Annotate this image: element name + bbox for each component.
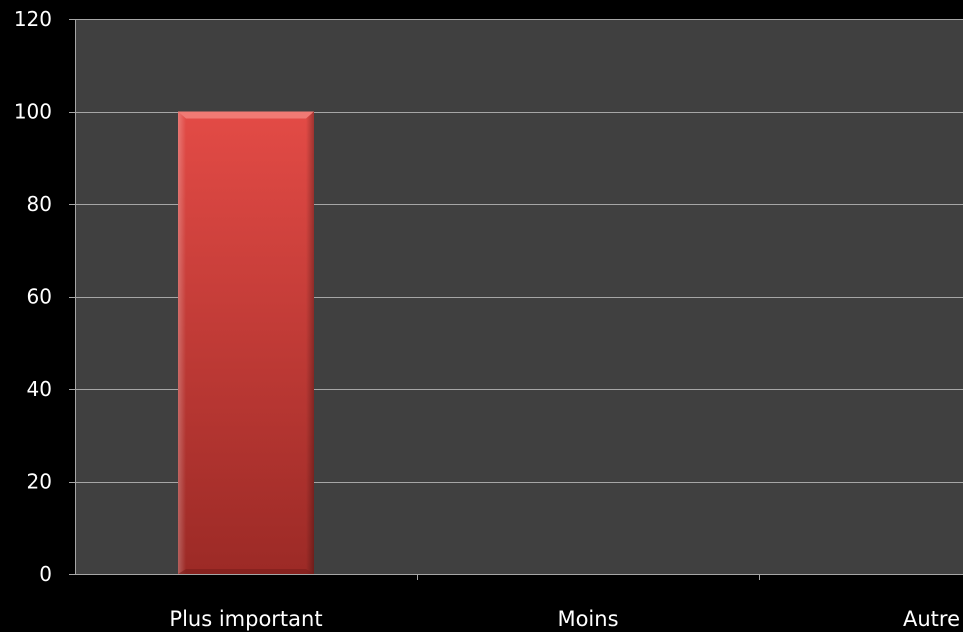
y-tick-label-20: 20 [27,470,52,494]
x-category-labels: Plus important Moins Autre [169,607,960,631]
y-tick-label-120: 120 [14,7,52,31]
y-tick-label-100: 100 [14,100,52,124]
bar-bevel-top [178,111,314,119]
y-tick-label-60: 60 [27,285,52,309]
x-category-label-1: Moins [557,607,618,631]
x-category-label-0: Plus important [169,607,322,631]
y-tick-labels: 0 20 40 60 80 100 120 [14,7,52,586]
bar-0 [178,111,314,574]
bars [178,111,314,574]
axes [69,19,963,580]
y-tick-label-40: 40 [27,377,52,401]
x-category-label-2: Autre [903,607,960,631]
bar-bevel-right [306,111,314,574]
bar-body [178,111,314,574]
bar-bevel-bottom [178,569,314,574]
y-tick-label-0: 0 [39,562,52,586]
bar-bevel-left [178,111,186,574]
y-tick-label-80: 80 [27,192,52,216]
